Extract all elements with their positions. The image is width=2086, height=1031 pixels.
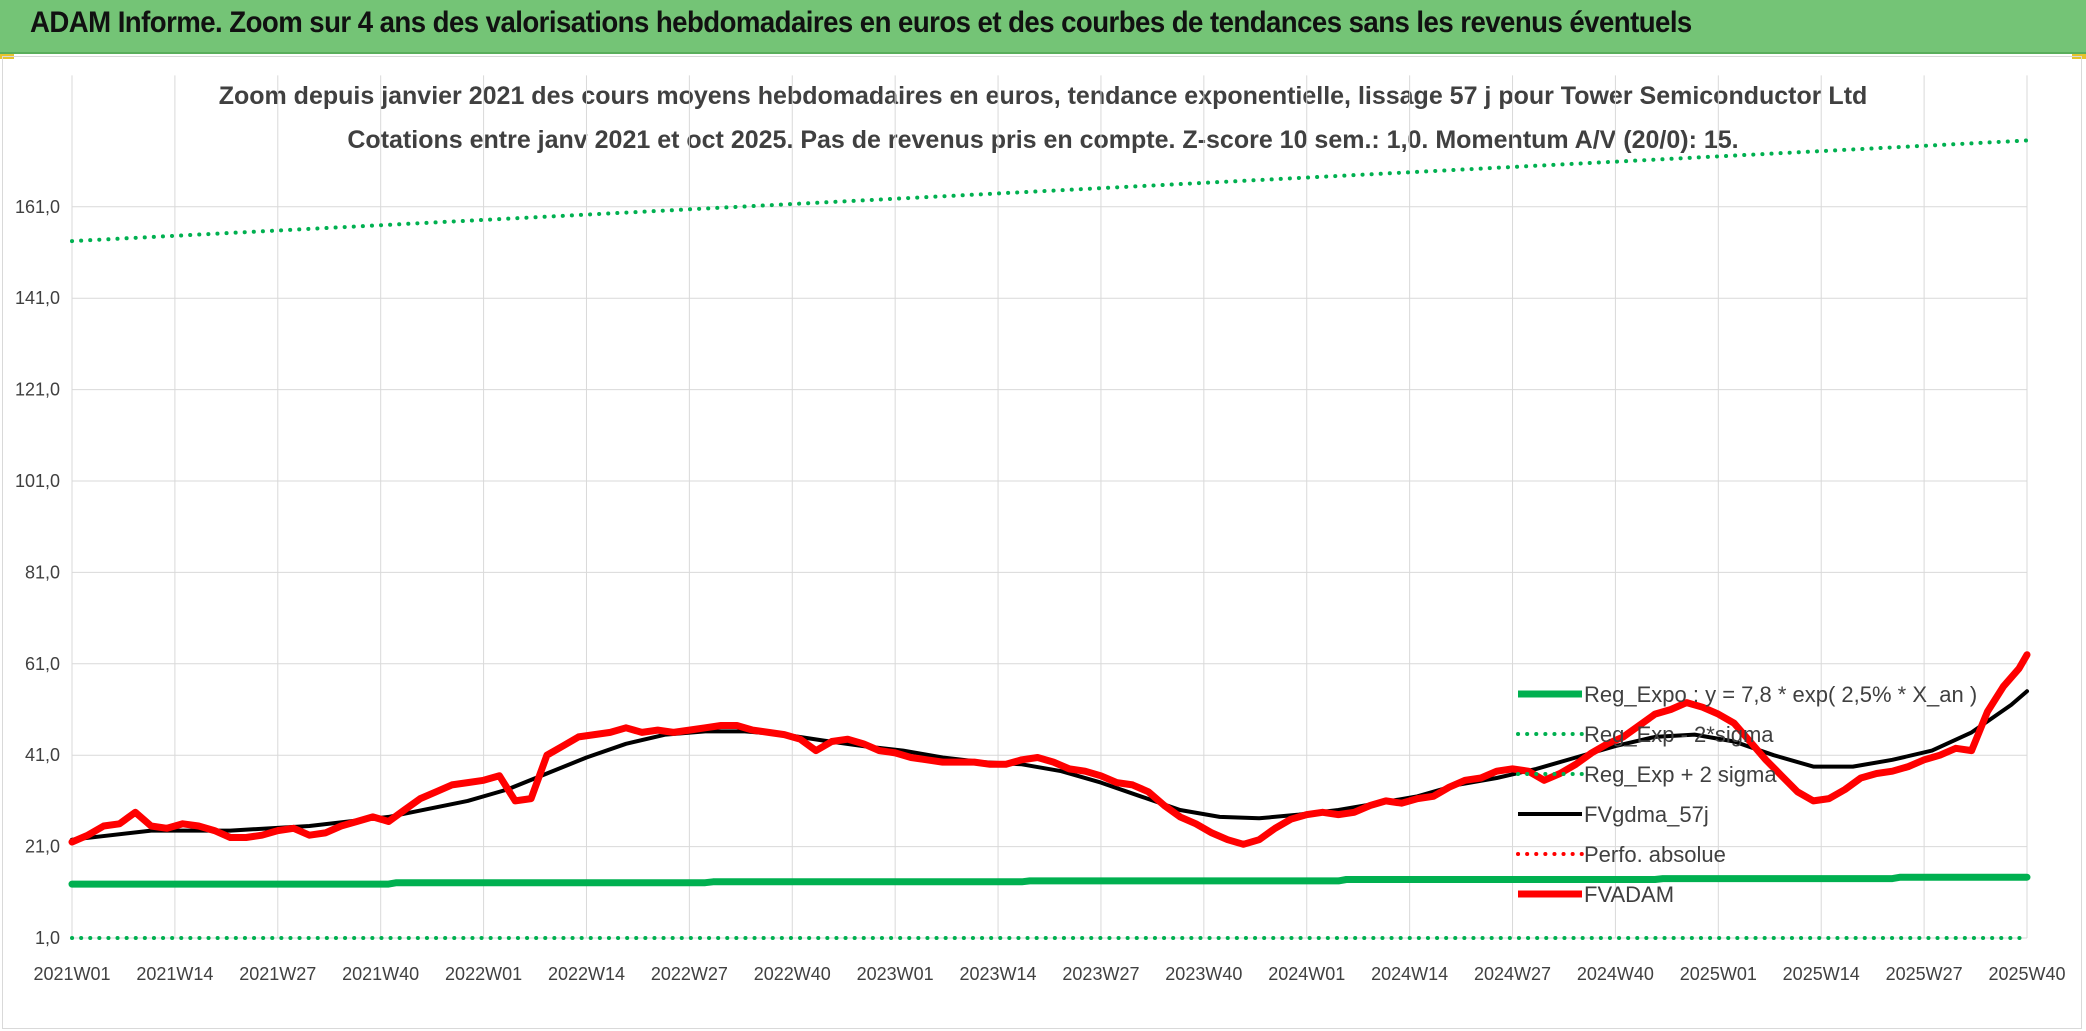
x-tick-label: 2023W40 bbox=[1165, 964, 1242, 984]
x-tick-label: 2024W01 bbox=[1268, 964, 1345, 984]
y-tick-label: 21,0 bbox=[25, 837, 60, 857]
x-tick-label: 2021W14 bbox=[136, 964, 213, 984]
x-tick-label: 2025W27 bbox=[1886, 964, 1963, 984]
x-tick-label: 2022W14 bbox=[548, 964, 625, 984]
x-tick-label: 2021W27 bbox=[239, 964, 316, 984]
chart-series bbox=[68, 138, 2031, 940]
x-tick-label: 2024W27 bbox=[1474, 964, 1551, 984]
y-tick-label: 41,0 bbox=[25, 745, 60, 765]
x-tick-label: 2024W40 bbox=[1577, 964, 1654, 984]
chart-grid bbox=[71, 75, 2028, 939]
series-line bbox=[70, 138, 2029, 244]
x-tick-label: 2023W27 bbox=[1062, 964, 1139, 984]
x-tick-label: 2025W14 bbox=[1783, 964, 1860, 984]
chart-legend: Reg_Expo : y = 7,8 * exp( 2,5% * X_an ) R… bbox=[1516, 682, 1977, 907]
y-tick-label: 61,0 bbox=[25, 654, 60, 674]
report-title: ADAM Informe. Zoom sur 4 ans des valoris… bbox=[30, 6, 1692, 39]
legend-entry: FVgdma_57j bbox=[1584, 802, 1709, 827]
x-tick-label: 2025W01 bbox=[1680, 964, 1757, 984]
x-tick-label: 2021W40 bbox=[342, 964, 419, 984]
x-tick-label: 2023W14 bbox=[960, 964, 1037, 984]
y-tick-label: 161,0 bbox=[15, 197, 60, 217]
legend-entry: Reg_Expo : y = 7,8 * exp( 2,5% * X_an ) bbox=[1584, 682, 1977, 707]
x-tick-label: 2023W01 bbox=[857, 964, 934, 984]
chart-frame bbox=[2, 56, 2082, 1029]
legend-entry: Reg_Exp - 2*sigma bbox=[1584, 722, 1774, 747]
report-banner: ADAM Informe. Zoom sur 4 ans des valoris… bbox=[0, 0, 2086, 54]
x-tick-label: 2022W40 bbox=[754, 964, 831, 984]
chart-title: Zoom depuis janvier 2021 des cours moyen… bbox=[218, 82, 1868, 110]
y-tick-label: 141,0 bbox=[15, 288, 60, 308]
series-line bbox=[68, 873, 2031, 888]
chart-subtitle: Cotations entre janv 2021 et oct 2025. P… bbox=[347, 126, 1739, 154]
y-tick-label: 121,0 bbox=[15, 380, 60, 400]
series-line bbox=[68, 651, 2031, 848]
x-tick-label: 2021W01 bbox=[33, 964, 110, 984]
y-axis: 1,0 21,0 41,0 61,0 81,0 101,0 121,0 141,0 161,0 bbox=[15, 197, 60, 948]
y-tick-label: 81,0 bbox=[25, 562, 60, 582]
x-tick-label: 2025W40 bbox=[1988, 964, 2065, 984]
y-tick-label: 101,0 bbox=[15, 471, 60, 491]
x-tick-label: 2022W01 bbox=[445, 964, 522, 984]
x-tick-label: 2022W27 bbox=[651, 964, 728, 984]
legend-entry: FVADAM bbox=[1584, 882, 1674, 907]
legend-entry: Reg_Exp + 2 sigma bbox=[1584, 762, 1777, 787]
x-tick-label: 2024W14 bbox=[1371, 964, 1448, 984]
legend-entry: Perfo. absolue bbox=[1584, 842, 1726, 867]
y-tick-label: 1,0 bbox=[35, 928, 60, 948]
x-axis: 2021W01 2021W14 2021W27 2021W40 2022W01 2022W… bbox=[33, 964, 2065, 984]
